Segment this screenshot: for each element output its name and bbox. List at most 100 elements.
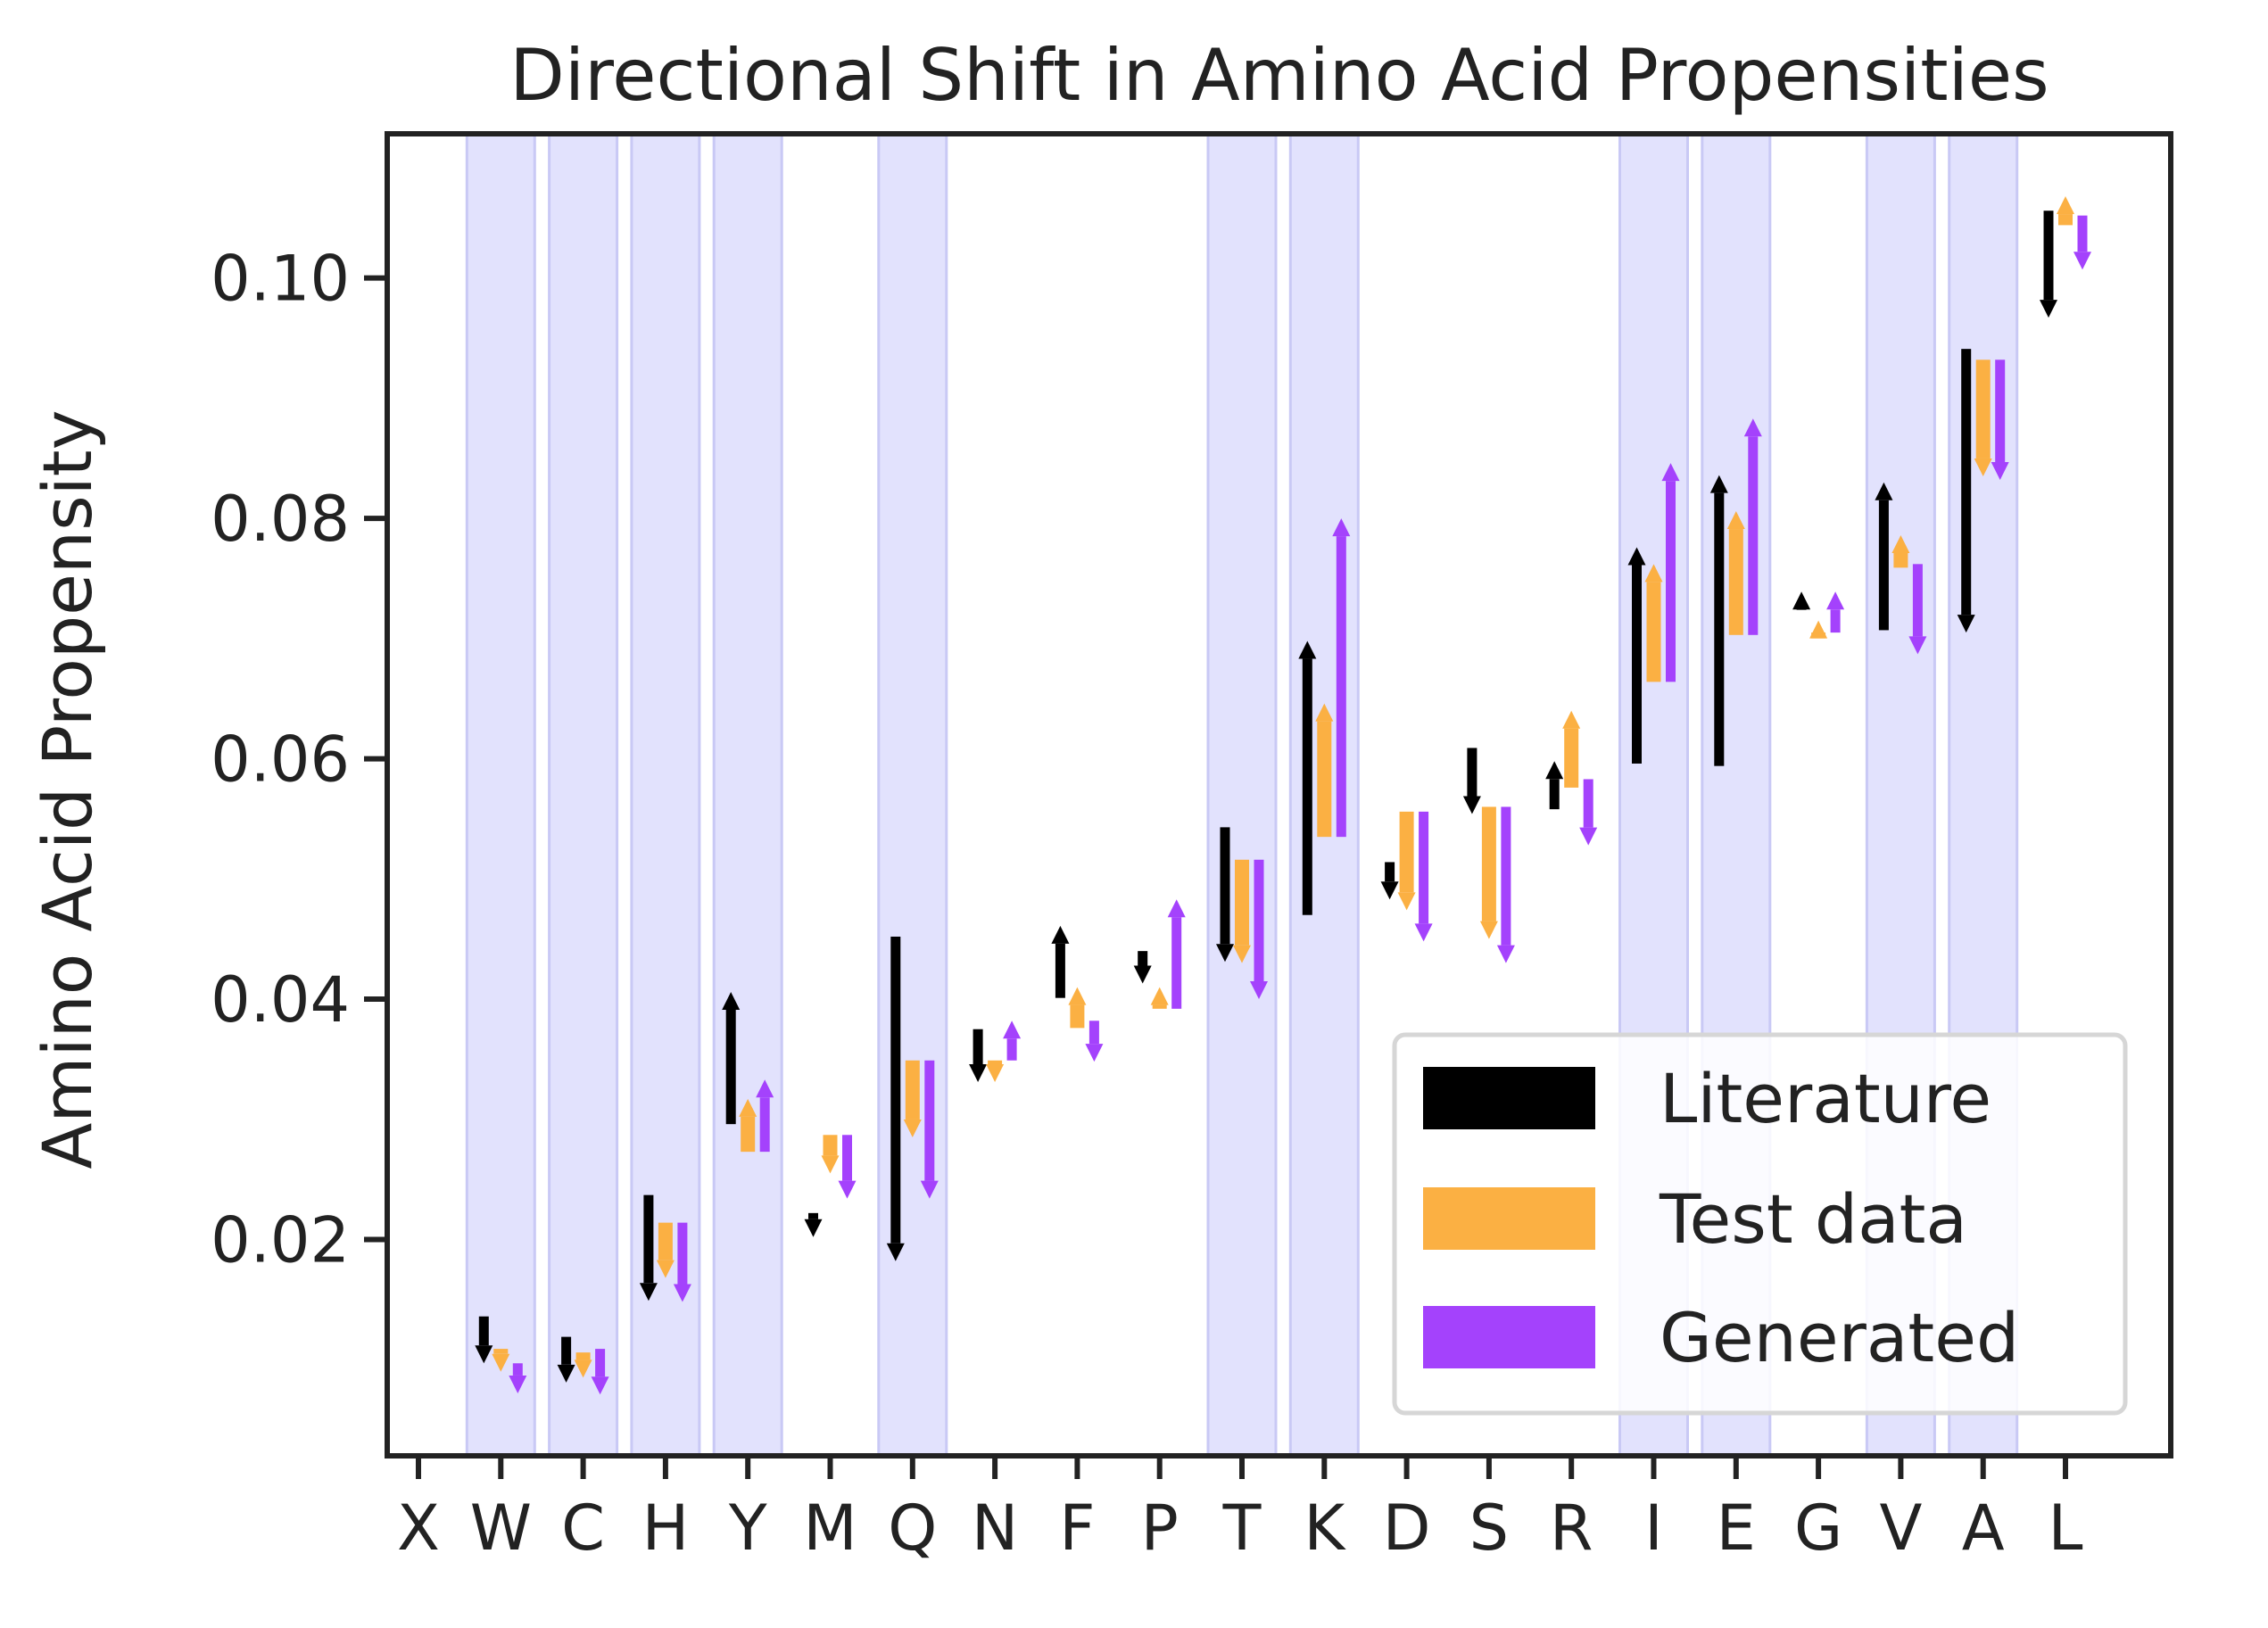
generated-arrowhead-R [1579,827,1598,846]
test-data-bar-C [575,1352,591,1360]
literature-arrowhead-S [1462,796,1481,814]
x-tick-label-H: H [642,1492,690,1565]
generated-bar-T [1254,859,1264,982]
test-data-arrowhead-C [574,1359,592,1378]
literature-bar-H [643,1194,654,1284]
x-tick-label-R: R [1550,1492,1593,1565]
test-data-arrowhead-S [1479,921,1498,939]
generated-bar-E [1748,436,1759,635]
literature-arrowhead-R [1545,761,1564,780]
generated-arrowhead-Q [920,1180,939,1199]
literature-arrowhead-L [2040,300,2057,318]
generated-bar-I [1666,481,1676,682]
literature-arrowhead-I [1627,547,1646,566]
generated-arrowhead-M [838,1180,857,1199]
y-axis-label: Amino Acid Propensity [28,409,107,1169]
literature-arrowhead-Q [886,1243,905,1261]
literature-bar-A [1961,349,1972,616]
literature-bar-N [973,1029,983,1064]
legend-swatch-generated [1423,1306,1595,1368]
literature-bar-Q [890,936,901,1244]
literature-arrowhead-F [1051,925,1070,944]
test-data-arrowhead-F [1068,987,1087,1005]
y-axis: 0.02 0.04 0.06 0.08 0.10 [211,243,387,1277]
test-data-bar-S [1481,806,1496,921]
test-data-bar-L [2058,214,2073,226]
test-data-arrowhead-G [1809,620,1828,639]
literature-arrowhead-P [1133,965,1152,984]
literature-arrowhead-M [804,1219,823,1237]
test-data-arrowhead-V [1891,534,1910,553]
test-data-arrowhead-L [2057,196,2074,215]
generated-bar-Q [924,1060,935,1181]
literature-bar-V [1878,500,1889,631]
y-tick-label-0.06: 0.06 [211,723,350,797]
chart-title: Directional Shift in Amino Acid Propensi… [509,34,2049,117]
literature-bar-G [1796,609,1807,610]
literature-bar-D [1385,862,1395,882]
literature-bar-I [1632,565,1642,764]
test-data-bar-W [493,1349,509,1354]
x-tick-label-V: V [1879,1492,1922,1565]
legend: Literature Test data Generated [1392,1032,2128,1416]
literature-bar-Y [725,1009,736,1125]
literature-bar-K [1302,658,1312,915]
shade-band-W [465,132,536,1458]
generated-arrowhead-T [1250,981,1268,1000]
legend-swatch-test-data [1423,1187,1595,1250]
generated-bar-C [595,1349,606,1377]
test-data-bar-A [1975,359,1991,459]
y-tick-label-0.08: 0.08 [211,483,350,556]
generated-bar-S [1501,806,1511,946]
generated-bar-H [677,1222,688,1285]
literature-bar-M [808,1212,818,1219]
generated-arrowhead-W [509,1375,527,1393]
generated-arrowhead-L [2073,252,2091,270]
shade-band-T [1206,132,1278,1458]
y-tick-label-0.02: 0.02 [211,1203,350,1277]
generated-arrowhead-F [1085,1044,1104,1062]
test-data-arrowhead-W [492,1353,510,1372]
generated-arrowhead-A [1991,462,2009,481]
generated-bar-P [1171,917,1182,1009]
x-tick-label-M: M [803,1492,857,1565]
generated-bar-R [1583,779,1593,828]
x-tick-label-Y: Y [728,1492,767,1565]
literature-arrowhead-E [1709,475,1728,493]
literature-bar-T [1220,827,1230,945]
x-tick-label-P: P [1141,1492,1179,1565]
test-data-bar-F [1070,1004,1085,1029]
test-data-bar-P [1152,1004,1167,1009]
x-tick-label-K: K [1304,1492,1346,1565]
test-data-arrowhead-Q [903,1119,922,1137]
generated-bar-M [842,1135,852,1181]
test-data-bar-E [1728,529,1743,635]
test-data-arrowhead-E [1726,511,1745,530]
generated-bar-K [1336,536,1346,838]
generated-arrowhead-C [591,1376,609,1395]
literature-arrowhead-Y [722,991,741,1010]
plot-bars [475,196,2091,1395]
generated-bar-G [1830,609,1841,633]
generated-bar-W [512,1363,523,1376]
literature-arrowhead-V [1875,482,1893,500]
test-data-bar-N [988,1060,1003,1064]
shade-band-Y [712,132,783,1458]
test-data-arrowhead-M [821,1155,840,1174]
test-data-bar-M [823,1135,838,1156]
literature-arrowhead-N [969,1063,988,1082]
generated-arrowhead-S [1496,945,1515,963]
test-data-arrowhead-N [986,1063,1005,1082]
x-tick-label-C: C [561,1492,605,1565]
generated-arrowhead-D [1414,923,1433,942]
test-data-arrowhead-T [1233,945,1251,963]
test-data-bar-H [658,1222,673,1260]
literature-bar-S [1467,748,1478,797]
generated-bar-D [1419,811,1429,924]
test-data-arrowhead-H [656,1260,675,1278]
generated-bar-N [1006,1038,1017,1061]
legend-label-test-data: Test data [1659,1179,1967,1259]
